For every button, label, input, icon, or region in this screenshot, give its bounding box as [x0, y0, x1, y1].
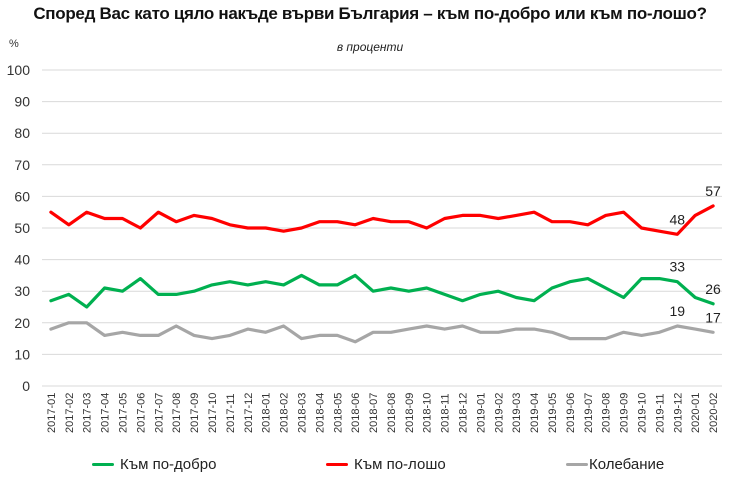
- x-tick-label: 2017-07: [153, 393, 165, 433]
- x-tick-label: 2019-12: [672, 393, 684, 433]
- data-label: 26: [705, 281, 721, 297]
- y-tick-label: 90: [14, 94, 30, 110]
- x-tick-label: 2018-08: [386, 393, 398, 433]
- x-tick-label: 2017-12: [243, 393, 255, 433]
- y-tick-label: 0: [22, 378, 30, 394]
- y-tick-label: 70: [14, 157, 30, 173]
- data-labels: 19 17 33 26 48 57: [669, 183, 721, 325]
- legend-item-worse: Към по-лошо: [326, 456, 446, 473]
- line-better: [49, 273, 715, 309]
- x-tick-label: 2018-10: [422, 393, 434, 433]
- x-tick-label: 2019-11: [654, 393, 666, 433]
- x-tick-label: 2018-12: [458, 393, 470, 433]
- x-axis-ticks: 2017-01 2017-02 2017-03 2017-04 2017-05 2017-…: [46, 393, 720, 433]
- data-label: 19: [669, 303, 685, 319]
- data-label: 17: [705, 309, 721, 325]
- y-tick-label: 50: [14, 220, 30, 236]
- legend-swatch-better: [92, 463, 114, 466]
- data-label: 33: [669, 259, 685, 275]
- legend-swatch-hesitation: [566, 463, 588, 466]
- x-tick-label: 2017-04: [100, 393, 112, 433]
- line-worse: [49, 204, 715, 236]
- x-tick-label: 2018-03: [296, 393, 308, 433]
- x-tick-label: 2017-01: [46, 393, 58, 433]
- x-tick-label: 2019-03: [511, 393, 523, 433]
- x-tick-label: 2017-11: [225, 393, 237, 433]
- y-axis-ticks: 0 10 20 30 40 50 60 70 80 90 100: [7, 62, 31, 394]
- x-tick-label: 2017-08: [171, 393, 183, 433]
- x-tick-label: 2018-11: [440, 393, 452, 433]
- y-tick-label: 30: [14, 283, 30, 299]
- x-tick-label: 2019-08: [601, 393, 613, 433]
- legend-item-hesitation: Колебание: [566, 456, 664, 473]
- y-tick-label: 10: [14, 346, 30, 362]
- x-tick-label: 2019-09: [619, 393, 631, 433]
- y-tick-label: 20: [14, 315, 30, 331]
- y-axis-unit-label: %: [9, 38, 19, 50]
- x-tick-label: 2018-02: [279, 393, 291, 433]
- chart-title: Според Вас като цяло накъде върви Българ…: [33, 4, 707, 23]
- x-tick-label: 2018-01: [261, 393, 273, 433]
- x-tick-label: 2017-02: [64, 393, 76, 433]
- legend-item-better: Към по-добро: [92, 456, 216, 473]
- y-tick-label: 40: [14, 252, 30, 268]
- legend-label-hesitation: Колебание: [589, 456, 665, 473]
- x-tick-label: 2019-01: [475, 393, 487, 433]
- x-tick-label: 2019-02: [493, 393, 505, 433]
- x-tick-label: 2019-04: [529, 393, 541, 433]
- x-tick-label: 2017-10: [207, 393, 219, 433]
- data-label: 48: [669, 211, 685, 227]
- x-tick-label: 2018-05: [332, 393, 344, 433]
- data-label: 57: [705, 183, 721, 199]
- x-tick-label: 2019-07: [583, 393, 595, 433]
- gridlines: [42, 69, 722, 387]
- x-tick-label: 2019-06: [565, 393, 577, 433]
- chart-subtitle: в проценти: [336, 40, 404, 54]
- legend-label-better: Към по-добро: [120, 456, 217, 473]
- line-hesitation: [49, 321, 715, 344]
- x-tick-label: 2020-01: [690, 393, 702, 433]
- x-tick-label: 2018-06: [350, 393, 362, 433]
- y-tick-label: 60: [14, 188, 30, 204]
- x-tick-label: 2018-07: [368, 393, 380, 433]
- legend: Към по-добро Към по-лошо Колебание: [0, 456, 740, 480]
- x-tick-label: 2017-09: [189, 393, 201, 433]
- x-tick-label: 2019-05: [547, 393, 559, 433]
- series-lines: [49, 204, 715, 344]
- x-tick-label: 2018-09: [404, 393, 416, 433]
- y-tick-label: 80: [14, 125, 30, 141]
- x-tick-label: 2017-03: [82, 393, 94, 433]
- x-tick-label: 2020-02: [708, 393, 720, 433]
- x-tick-label: 2019-10: [636, 393, 648, 433]
- y-tick-label: 100: [7, 62, 31, 78]
- legend-label-worse: Към по-лошо: [354, 456, 446, 473]
- x-tick-label: 2018-04: [314, 393, 326, 433]
- x-tick-label: 2017-06: [135, 393, 147, 433]
- x-tick-label: 2017-05: [118, 393, 130, 433]
- legend-swatch-worse: [326, 463, 348, 466]
